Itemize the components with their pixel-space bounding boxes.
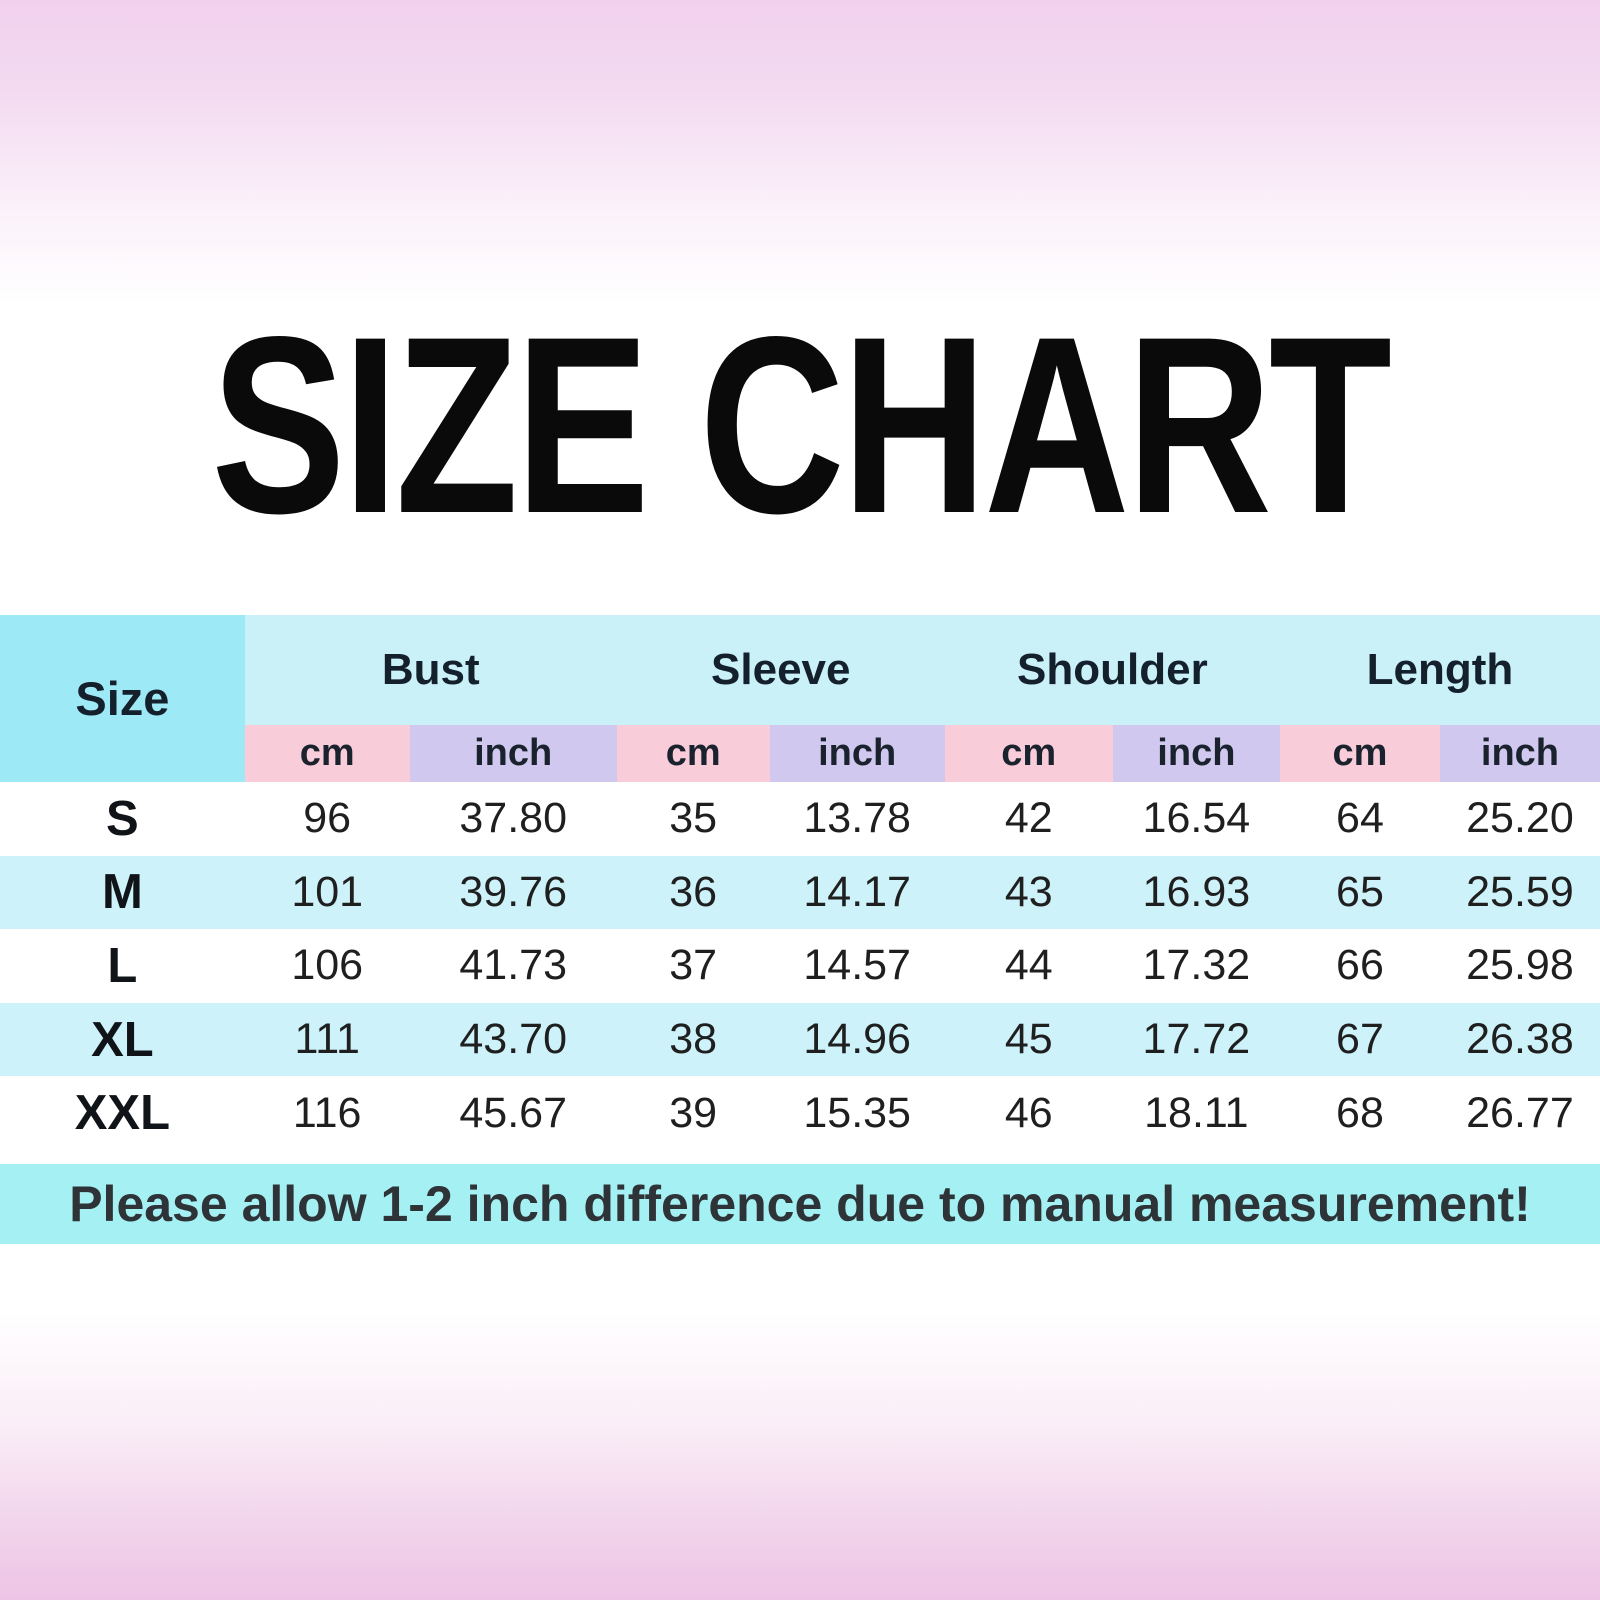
column-header-shoulder: Shoulder — [944, 615, 1280, 725]
cell-xxl-sleeve-inch: 15.35 — [769, 1076, 945, 1150]
cell-s-shoulder-cm: 42 — [944, 782, 1113, 856]
cell-l-shoulder-inch: 17.32 — [1112, 929, 1280, 1003]
row-label-xl: XL — [0, 1002, 245, 1077]
size-table: Size Bust Sleeve Shoulder Length cm inch… — [0, 615, 1600, 1150]
cell-xxl-length-cm: 68 — [1279, 1076, 1440, 1150]
cell-l-sleeve-cm: 37 — [616, 929, 770, 1003]
cell-xxl-length-inch: 26.77 — [1439, 1076, 1600, 1150]
unit-header-bust-inch: inch — [409, 725, 617, 782]
unit-header-bust-cm: cm — [244, 725, 410, 782]
cell-xl-sleeve-inch: 14.96 — [769, 1002, 945, 1077]
cell-m-bust-inch: 39.76 — [409, 855, 617, 930]
cell-xxl-bust-inch: 45.67 — [409, 1076, 617, 1150]
cell-m-sleeve-cm: 36 — [616, 855, 770, 930]
cell-s-shoulder-inch: 16.54 — [1112, 782, 1280, 856]
cell-xl-bust-inch: 43.70 — [409, 1002, 617, 1077]
cell-l-shoulder-cm: 44 — [944, 929, 1113, 1003]
column-header-sleeve: Sleeve — [616, 615, 945, 725]
unit-header-length-cm: cm — [1279, 725, 1440, 782]
cell-xl-length-cm: 67 — [1279, 1002, 1440, 1077]
column-header-size: Size — [0, 615, 245, 782]
cell-s-sleeve-inch: 13.78 — [769, 782, 945, 856]
cell-xl-length-inch: 26.38 — [1439, 1002, 1600, 1077]
unit-header-sleeve-cm: cm — [616, 725, 770, 782]
unit-header-shoulder-cm: cm — [944, 725, 1113, 782]
cell-xl-sleeve-cm: 38 — [616, 1002, 770, 1077]
cell-m-length-cm: 65 — [1279, 855, 1440, 930]
cell-xxl-bust-cm: 116 — [244, 1076, 410, 1150]
cell-xxl-shoulder-cm: 46 — [944, 1076, 1113, 1150]
cell-s-sleeve-cm: 35 — [616, 782, 770, 856]
row-label-xxl: XXL — [0, 1076, 245, 1150]
cell-s-length-inch: 25.20 — [1439, 782, 1600, 856]
column-header-length: Length — [1279, 615, 1600, 725]
cell-m-sleeve-inch: 14.17 — [769, 855, 945, 930]
unit-header-shoulder-inch: inch — [1112, 725, 1280, 782]
cell-xl-shoulder-cm: 45 — [944, 1002, 1113, 1077]
cell-l-bust-cm: 106 — [244, 929, 410, 1003]
measurement-note: Please allow 1-2 inch difference due to … — [0, 1164, 1600, 1244]
cell-s-length-cm: 64 — [1279, 782, 1440, 856]
cell-l-length-cm: 66 — [1279, 929, 1440, 1003]
cell-xl-shoulder-inch: 17.72 — [1112, 1002, 1280, 1077]
cell-s-bust-cm: 96 — [244, 782, 410, 856]
cell-s-bust-inch: 37.80 — [409, 782, 617, 856]
cell-l-sleeve-inch: 14.57 — [769, 929, 945, 1003]
unit-header-length-inch: inch — [1439, 725, 1600, 782]
cell-m-shoulder-inch: 16.93 — [1112, 855, 1280, 930]
cell-m-bust-cm: 101 — [244, 855, 410, 930]
row-label-s: S — [0, 782, 245, 856]
cell-m-length-inch: 25.59 — [1439, 855, 1600, 930]
cell-xxl-shoulder-inch: 18.11 — [1112, 1076, 1280, 1150]
cell-xl-bust-cm: 111 — [244, 1002, 410, 1077]
row-label-m: M — [0, 855, 245, 930]
unit-header-sleeve-inch: inch — [769, 725, 945, 782]
cell-l-length-inch: 25.98 — [1439, 929, 1600, 1003]
cell-m-shoulder-cm: 43 — [944, 855, 1113, 930]
cell-l-bust-inch: 41.73 — [409, 929, 617, 1003]
cell-xxl-sleeve-cm: 39 — [616, 1076, 770, 1150]
page-title: SIZE CHART — [211, 285, 1392, 566]
row-label-l: L — [0, 929, 245, 1003]
column-header-bust: Bust — [244, 615, 617, 725]
